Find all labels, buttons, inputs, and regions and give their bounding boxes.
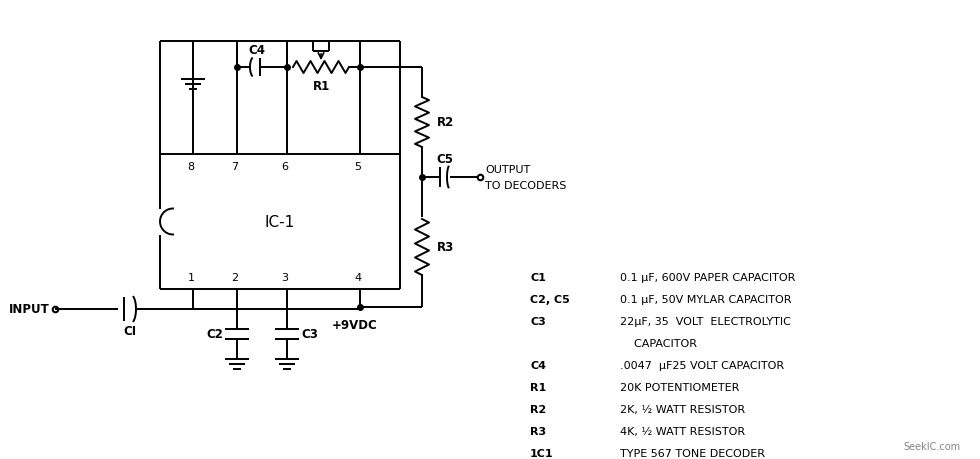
Text: 20K POTENTIOMETER: 20K POTENTIOMETER (620, 382, 739, 392)
Text: C4: C4 (249, 44, 266, 56)
Text: C2: C2 (206, 328, 223, 341)
Text: C2, C5: C2, C5 (530, 294, 569, 304)
Text: TO DECODERS: TO DECODERS (485, 180, 566, 190)
Text: R2: R2 (530, 404, 546, 414)
Text: R3: R3 (437, 241, 455, 254)
Text: TYPE 567 TONE DECODER: TYPE 567 TONE DECODER (620, 448, 765, 458)
Text: 1C1: 1C1 (530, 448, 554, 458)
Text: 2: 2 (231, 272, 238, 282)
Text: 4K, ½ WATT RESISTOR: 4K, ½ WATT RESISTOR (620, 426, 745, 436)
Text: C3: C3 (530, 316, 546, 326)
Text: 2K, ½ WATT RESISTOR: 2K, ½ WATT RESISTOR (620, 404, 745, 414)
Text: R3: R3 (530, 426, 546, 436)
Text: CAPACITOR: CAPACITOR (620, 338, 697, 348)
Text: C3: C3 (301, 328, 318, 341)
Text: OUTPUT: OUTPUT (485, 165, 530, 174)
Text: 7: 7 (231, 162, 238, 172)
Text: INPUT: INPUT (9, 303, 50, 316)
Text: R1: R1 (530, 382, 546, 392)
Text: C5: C5 (436, 153, 454, 166)
Text: C4: C4 (530, 360, 546, 370)
Text: SeekIC.com: SeekIC.com (903, 441, 960, 451)
Text: 1: 1 (187, 272, 194, 282)
Text: .0047  μF25 VOLT CAPACITOR: .0047 μF25 VOLT CAPACITOR (620, 360, 784, 370)
Text: C1: C1 (530, 272, 546, 282)
Text: 3: 3 (281, 272, 288, 282)
Text: R2: R2 (437, 116, 455, 129)
Text: R1: R1 (313, 79, 329, 92)
Text: 8: 8 (187, 162, 195, 172)
Text: 5: 5 (355, 162, 362, 172)
Text: 6: 6 (281, 162, 288, 172)
Text: CI: CI (123, 325, 136, 338)
Text: 0.1 μF, 50V MYLAR CAPACITOR: 0.1 μF, 50V MYLAR CAPACITOR (620, 294, 792, 304)
Text: 4: 4 (355, 272, 362, 282)
Text: IC-1: IC-1 (265, 214, 295, 230)
Text: +9VDC: +9VDC (332, 319, 378, 332)
Text: 0.1 μF, 600V PAPER CAPACITOR: 0.1 μF, 600V PAPER CAPACITOR (620, 272, 796, 282)
Text: 22μF, 35  VOLT  ELECTROLYTIC: 22μF, 35 VOLT ELECTROLYTIC (620, 316, 791, 326)
